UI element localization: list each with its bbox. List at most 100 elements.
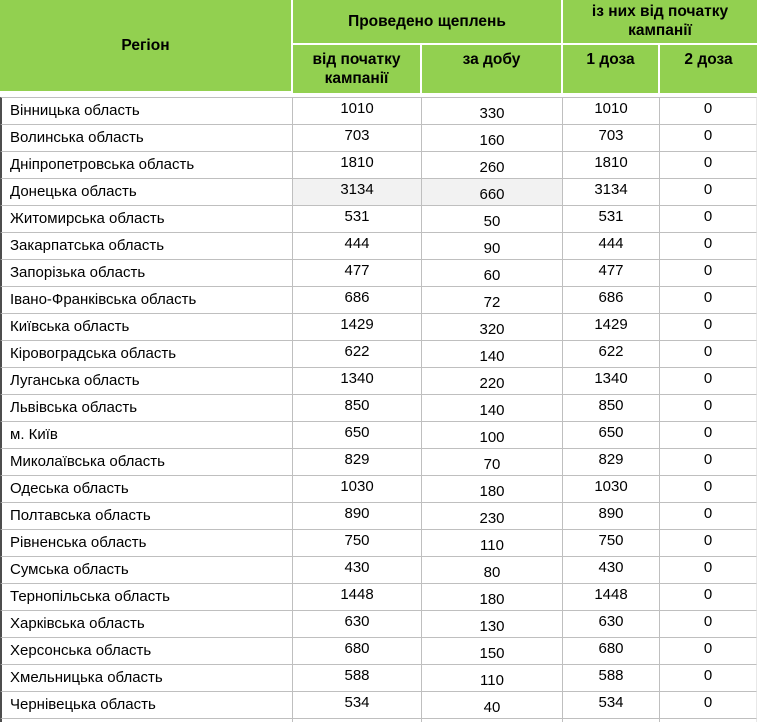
campaign-total-cell: 686 bbox=[293, 286, 422, 314]
campaign-total-cell: 622 bbox=[293, 340, 422, 368]
dose2-cell: 0 bbox=[660, 151, 757, 179]
region-cell: Одеська область bbox=[0, 475, 293, 503]
region-cell: Закарпатська область bbox=[0, 232, 293, 260]
campaign-total-cell: 850 bbox=[293, 394, 422, 422]
header-col-campaign: від початку кампанії bbox=[293, 44, 422, 93]
daily-cell: 90 bbox=[422, 232, 563, 260]
dose2-cell: 0 bbox=[660, 178, 757, 206]
dose1-cell: 1448 bbox=[563, 583, 660, 611]
dose2-cell: 0 bbox=[660, 529, 757, 557]
table-row: Хмельницька область 588 110 588 0 bbox=[0, 664, 757, 692]
header-group-vaccinations: Проведено щеплень bbox=[293, 0, 563, 45]
daily-cell: 180 bbox=[422, 583, 563, 611]
daily-cell: 180 bbox=[422, 475, 563, 503]
dose2-cell: 0 bbox=[660, 313, 757, 341]
region-cell: Харківська область bbox=[0, 610, 293, 638]
header-region: Регіон bbox=[0, 0, 293, 93]
campaign-total-cell: 680 bbox=[293, 637, 422, 665]
daily-cell: 220 bbox=[422, 367, 563, 395]
daily-cell: 60 bbox=[422, 259, 563, 287]
daily-cell: 260 bbox=[422, 151, 563, 179]
dose2-cell: 0 bbox=[660, 637, 757, 665]
dose1-cell: 430 bbox=[563, 556, 660, 584]
table-header: Регіон Проведено щеплень із них від поча… bbox=[0, 0, 757, 97]
daily-cell: 100 bbox=[422, 421, 563, 449]
region-cell: Тернопільська область bbox=[0, 583, 293, 611]
dose2-cell: 0 bbox=[660, 124, 757, 152]
dose2-cell: 0 bbox=[660, 556, 757, 584]
campaign-total-cell: 588 bbox=[293, 664, 422, 692]
campaign-total-cell: 650 bbox=[293, 421, 422, 449]
table-row: Дніпропетровська область 1810 260 1810 0 bbox=[0, 151, 757, 179]
table-row: Івано-Франківська область 686 72 686 0 bbox=[0, 286, 757, 314]
dose1-cell: 444 bbox=[563, 232, 660, 260]
dose2-cell: 0 bbox=[660, 340, 757, 368]
dose2-cell: 0 bbox=[660, 583, 757, 611]
table-row: Київська область 1429 320 1429 0 bbox=[0, 313, 757, 341]
header-group-since-start: із них від початку кампанії bbox=[563, 0, 757, 45]
dose2-cell: 0 bbox=[660, 664, 757, 692]
campaign-total-cell: 430 bbox=[293, 556, 422, 584]
region-cell: Хмельницька область bbox=[0, 664, 293, 692]
region-cell: Миколаївська область bbox=[0, 448, 293, 476]
dose1-cell: 686 bbox=[563, 286, 660, 314]
dose2-cell: 0 bbox=[660, 502, 757, 530]
campaign-total-cell: 703 bbox=[293, 124, 422, 152]
daily-cell: 150 bbox=[422, 637, 563, 665]
campaign-total-cell: 1030 bbox=[293, 475, 422, 503]
region-cell: Житомирська область bbox=[0, 205, 293, 233]
dose1-cell: 1429 bbox=[563, 313, 660, 341]
daily-cell: 140 bbox=[422, 394, 563, 422]
dose1-cell: 1810 bbox=[563, 151, 660, 179]
dose2-cell: 0 bbox=[660, 448, 757, 476]
table-row: Тернопільська область 1448 180 1448 0 bbox=[0, 583, 757, 611]
dose1-cell: 650 bbox=[563, 421, 660, 449]
region-cell: Запорізька область bbox=[0, 259, 293, 287]
dose1-cell: 829 bbox=[563, 448, 660, 476]
region-cell: Полтавська область bbox=[0, 502, 293, 530]
region-cell: Чернігівська область bbox=[0, 718, 293, 722]
dose2-cell: 0 bbox=[660, 421, 757, 449]
table-row: Львівська область 850 140 850 0 bbox=[0, 394, 757, 422]
dose1-cell: 630 bbox=[563, 610, 660, 638]
dose1-cell: 588 bbox=[563, 664, 660, 692]
daily-cell: 72 bbox=[422, 286, 563, 314]
table-row: Одеська область 1030 180 1030 0 bbox=[0, 475, 757, 503]
table-row: Чернівецька область 534 40 534 0 bbox=[0, 691, 757, 719]
campaign-total-cell: 1448 bbox=[293, 583, 422, 611]
region-cell: м. Київ bbox=[0, 421, 293, 449]
dose2-cell: 0 bbox=[660, 394, 757, 422]
dose2-cell: 0 bbox=[660, 367, 757, 395]
table-row: Житомирська область 531 50 531 0 bbox=[0, 205, 757, 233]
region-cell: Донецька область bbox=[0, 178, 293, 206]
table-row: м. Київ 650 100 650 0 bbox=[0, 421, 757, 449]
table-row: Херсонська область 680 150 680 0 bbox=[0, 637, 757, 665]
dose2-cell: 0 bbox=[660, 475, 757, 503]
dose1-cell: 3134 bbox=[563, 178, 660, 206]
dose2-cell: 0 bbox=[660, 205, 757, 233]
daily-cell: 140 bbox=[422, 340, 563, 368]
table-row: Кіровоградська область 622 140 622 0 bbox=[0, 340, 757, 368]
dose2-cell: 0 bbox=[660, 286, 757, 314]
table-row: Запорізька область 477 60 477 0 bbox=[0, 259, 757, 287]
header-col-daily: за добу bbox=[422, 44, 563, 93]
table-row: Харківська область 630 130 630 0 bbox=[0, 610, 757, 638]
table-row: Рівненська область 750 110 750 0 bbox=[0, 529, 757, 557]
dose1-cell: 531 bbox=[563, 205, 660, 233]
daily-cell: 70 bbox=[422, 448, 563, 476]
dose1-cell: 506 bbox=[563, 718, 660, 722]
dose1-cell: 750 bbox=[563, 529, 660, 557]
table-row: Сумська область 430 80 430 0 bbox=[0, 556, 757, 584]
region-cell: Сумська область bbox=[0, 556, 293, 584]
region-cell: Київська область bbox=[0, 313, 293, 341]
daily-cell: 50 bbox=[422, 205, 563, 233]
table-row: Вінницька область 1010 330 1010 0 bbox=[0, 96, 757, 125]
campaign-total-cell: 630 bbox=[293, 610, 422, 638]
header-gap bbox=[0, 92, 757, 97]
daily-cell: 660 bbox=[422, 178, 563, 206]
daily-cell: 90 bbox=[422, 718, 563, 722]
dose1-cell: 622 bbox=[563, 340, 660, 368]
region-cell: Івано-Франківська область bbox=[0, 286, 293, 314]
campaign-total-cell: 1429 bbox=[293, 313, 422, 341]
region-cell: Вінницька область bbox=[0, 96, 293, 125]
